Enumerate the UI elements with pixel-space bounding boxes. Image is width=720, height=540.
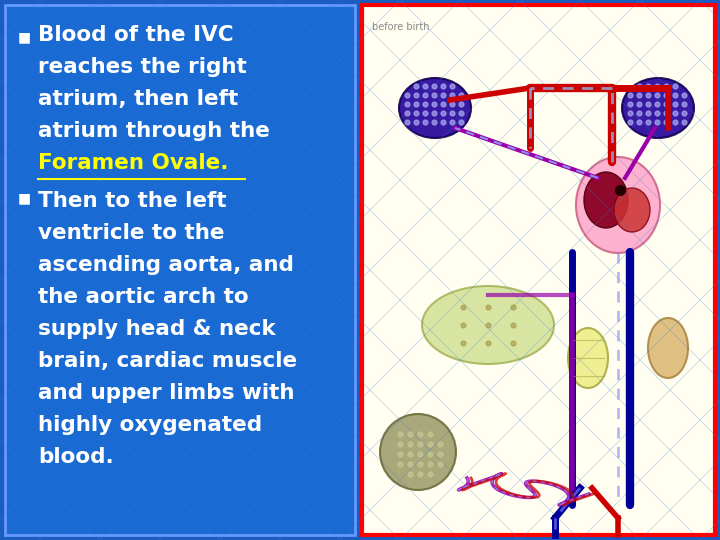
Ellipse shape bbox=[568, 328, 608, 388]
Ellipse shape bbox=[648, 318, 688, 378]
Ellipse shape bbox=[622, 78, 694, 138]
Text: ■: ■ bbox=[18, 191, 31, 205]
Ellipse shape bbox=[380, 414, 456, 490]
Ellipse shape bbox=[576, 157, 660, 253]
Text: ascending aorta, and: ascending aorta, and bbox=[38, 255, 294, 275]
Text: ventricle to the: ventricle to the bbox=[38, 223, 225, 243]
Ellipse shape bbox=[614, 188, 650, 232]
Text: highly oxygenated: highly oxygenated bbox=[38, 415, 262, 435]
Text: atrium through the: atrium through the bbox=[38, 121, 270, 141]
Ellipse shape bbox=[399, 78, 471, 138]
Text: Then to the left: Then to the left bbox=[38, 191, 227, 211]
Text: reaches the right: reaches the right bbox=[38, 57, 247, 77]
Ellipse shape bbox=[584, 172, 628, 228]
Text: supply head & neck: supply head & neck bbox=[38, 319, 276, 339]
Text: Blood of the IVC: Blood of the IVC bbox=[38, 25, 233, 45]
Text: the aortic arch to: the aortic arch to bbox=[38, 287, 248, 307]
Text: atrium, then left: atrium, then left bbox=[38, 89, 238, 109]
Text: blood.: blood. bbox=[38, 447, 114, 467]
Text: brain, cardiac muscle: brain, cardiac muscle bbox=[38, 351, 297, 371]
Text: ■: ■ bbox=[18, 30, 31, 44]
Text: and upper limbs with: and upper limbs with bbox=[38, 383, 294, 403]
FancyBboxPatch shape bbox=[362, 5, 715, 535]
Text: before birth: before birth bbox=[372, 22, 430, 32]
Ellipse shape bbox=[422, 286, 554, 364]
Text: Foramen Ovale.: Foramen Ovale. bbox=[38, 153, 228, 173]
FancyBboxPatch shape bbox=[5, 5, 355, 535]
